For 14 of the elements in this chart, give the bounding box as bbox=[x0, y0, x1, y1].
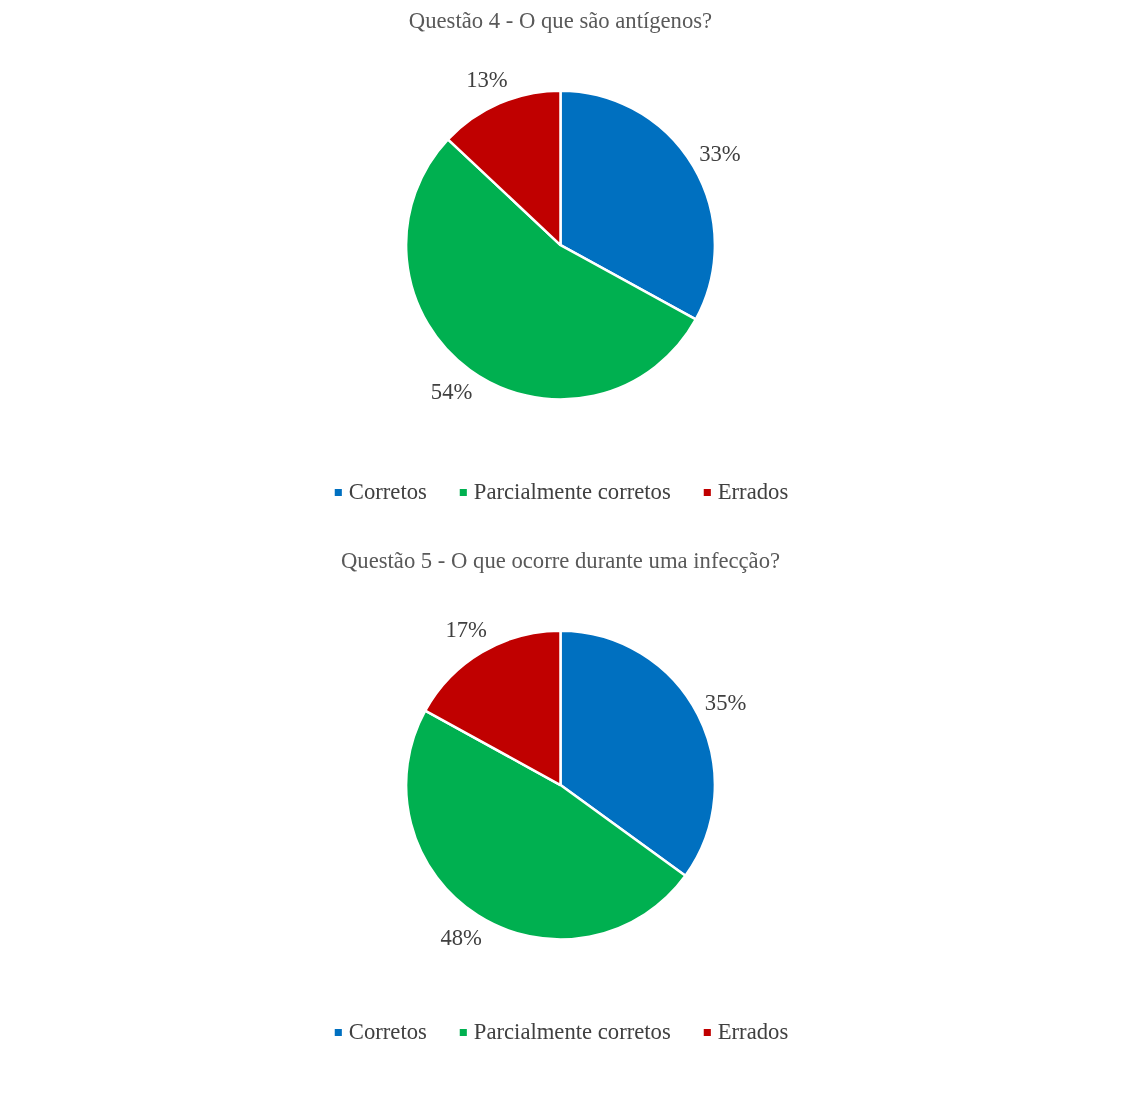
data-label: 33% bbox=[699, 140, 741, 166]
data-label: 48% bbox=[440, 925, 483, 951]
legend-label: Errados bbox=[717, 1019, 789, 1045]
chart-title: Questão 5 - O que ocorre durante uma infecção? bbox=[340, 547, 781, 573]
legend-label: Corretos bbox=[348, 479, 427, 505]
legend-label: Corretos bbox=[348, 1019, 427, 1045]
chart-title: Questão 4 - O que são antígenos? bbox=[408, 7, 713, 33]
data-label: 17% bbox=[445, 616, 488, 642]
data-label: 35% bbox=[704, 690, 747, 716]
legend-label: Errados bbox=[717, 479, 789, 505]
legend-label: Parcialmente corretos bbox=[473, 479, 671, 505]
data-label: 13% bbox=[466, 66, 508, 92]
legend-label: Parcialmente corretos bbox=[473, 1019, 671, 1045]
data-label: 54% bbox=[430, 378, 473, 404]
